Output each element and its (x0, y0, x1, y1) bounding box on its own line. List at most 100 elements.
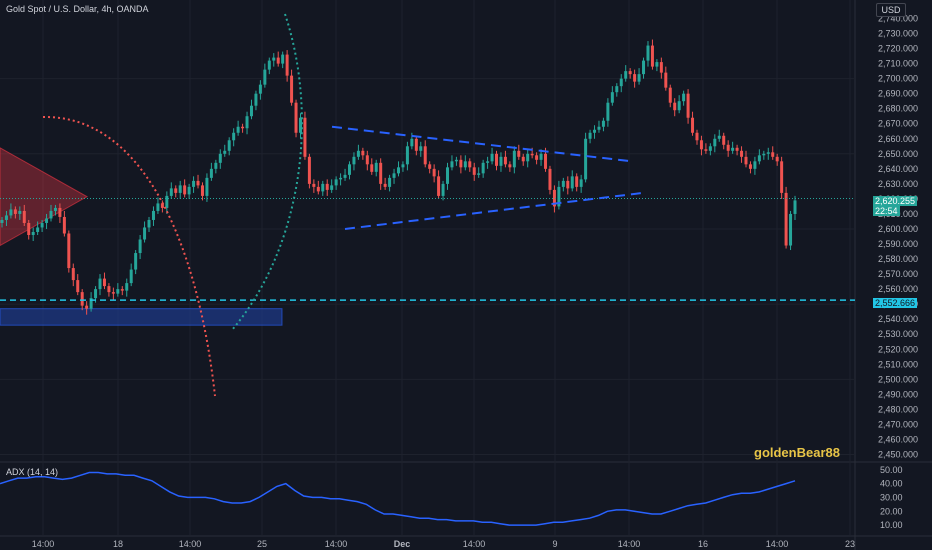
candle-body (89, 298, 93, 309)
candle-body (174, 188, 178, 193)
candle-body (428, 164, 432, 169)
candle-body (267, 60, 271, 70)
candle-body (544, 153, 548, 169)
y-tick-label: 2,720.000 (878, 44, 918, 54)
candle-body (49, 210, 53, 219)
candle-body (169, 188, 173, 196)
candle-body (134, 253, 138, 270)
candle-body (410, 138, 414, 147)
adx-indicator-label[interactable]: ADX (14, 14) (6, 467, 59, 477)
adx-line (0, 471, 796, 526)
candle-body (624, 71, 628, 79)
y-tick-label: 2,640.000 (878, 164, 918, 174)
candle-body (98, 278, 102, 290)
candle-body (397, 167, 400, 174)
y-tick-label: 2,600.000 (878, 224, 918, 234)
candle-body (601, 120, 605, 127)
candle-body (67, 233, 71, 269)
candle-body (196, 180, 200, 186)
candle-body (557, 186, 561, 207)
candle-body (156, 203, 160, 211)
candle-body (446, 167, 450, 184)
candle-body (178, 185, 182, 193)
x-tick-label: 18 (113, 539, 123, 549)
candle-body (236, 126, 240, 133)
candle-body (628, 71, 632, 75)
x-tick-label: 14:00 (766, 539, 789, 549)
candle-body (659, 62, 663, 73)
candle-body (183, 185, 187, 195)
candle-body (307, 156, 311, 184)
candle-body (276, 57, 280, 64)
candle-body (111, 292, 115, 294)
candle-body (45, 218, 49, 223)
candle-body (423, 146, 427, 165)
candle-body (330, 185, 334, 190)
candle-body (717, 135, 721, 139)
candle-body (477, 173, 481, 175)
x-tick-label: 14:00 (325, 539, 348, 549)
candle-body (254, 93, 258, 106)
candle-body (0, 219, 4, 223)
candle-body (125, 283, 129, 291)
candle-body (450, 161, 454, 168)
candle-body (343, 174, 347, 178)
candle-body (13, 209, 17, 214)
candle-body (263, 69, 267, 85)
x-tick-label: 25 (257, 539, 267, 549)
candle-body (642, 60, 646, 75)
x-tick-label: 9 (552, 539, 557, 549)
x-tick-label: 14:00 (618, 539, 641, 549)
drawing-zones (0, 147, 283, 326)
blue-support-zone (0, 308, 283, 326)
y-tick-label: 2,660.000 (878, 134, 918, 144)
candle-body (495, 153, 499, 166)
candle-body (303, 117, 307, 157)
y-tick-label: 2,690.000 (878, 89, 918, 99)
candle-body (735, 147, 739, 151)
currency-button[interactable]: USD (876, 3, 906, 17)
candle-body (116, 289, 120, 294)
candle-body (771, 152, 775, 157)
candle-body (606, 102, 610, 121)
candle-body (22, 210, 26, 223)
candle-body (325, 183, 329, 190)
candle-body (775, 156, 779, 162)
candle-body (468, 161, 472, 168)
y-tick-label: 2,590.000 (878, 239, 918, 249)
y-tick-label: 2,570.000 (878, 269, 918, 279)
candle-body (695, 132, 699, 141)
candle-body (85, 305, 89, 309)
candle-body (165, 195, 169, 208)
candle-body (610, 92, 614, 103)
red-triangle-zone (0, 147, 89, 247)
candle-body (619, 78, 623, 87)
candle-body (383, 183, 387, 187)
candle-body (31, 231, 35, 235)
candle-body (454, 159, 458, 162)
candle-body (686, 93, 690, 118)
y-tick-label: 2,580.000 (878, 254, 918, 264)
y-tick-label: 2,470.000 (878, 419, 918, 429)
candle-body (593, 129, 597, 133)
candle-body (356, 150, 360, 157)
candle-body (708, 146, 712, 151)
candle-body (334, 179, 338, 186)
candle-body (27, 222, 31, 235)
y-tick-label: 2,650.000 (878, 149, 918, 159)
candle-body (205, 177, 209, 196)
symbol-title: Gold Spot / U.S. Dollar, 4h, OANDA (6, 4, 149, 14)
candle-body (699, 140, 703, 150)
adx-y-tick-label: 20.00 (880, 506, 903, 516)
candle-body (579, 179, 583, 187)
y-tick-label: 2,630.000 (878, 179, 918, 189)
candle-body (187, 186, 191, 195)
candle-body (80, 292, 84, 306)
candle-body (762, 153, 766, 156)
adx-y-tick-label: 10.00 (880, 520, 903, 530)
candle-body (227, 140, 231, 151)
candle-body (646, 45, 650, 61)
candle-body (780, 161, 784, 193)
candle-body (129, 269, 133, 284)
